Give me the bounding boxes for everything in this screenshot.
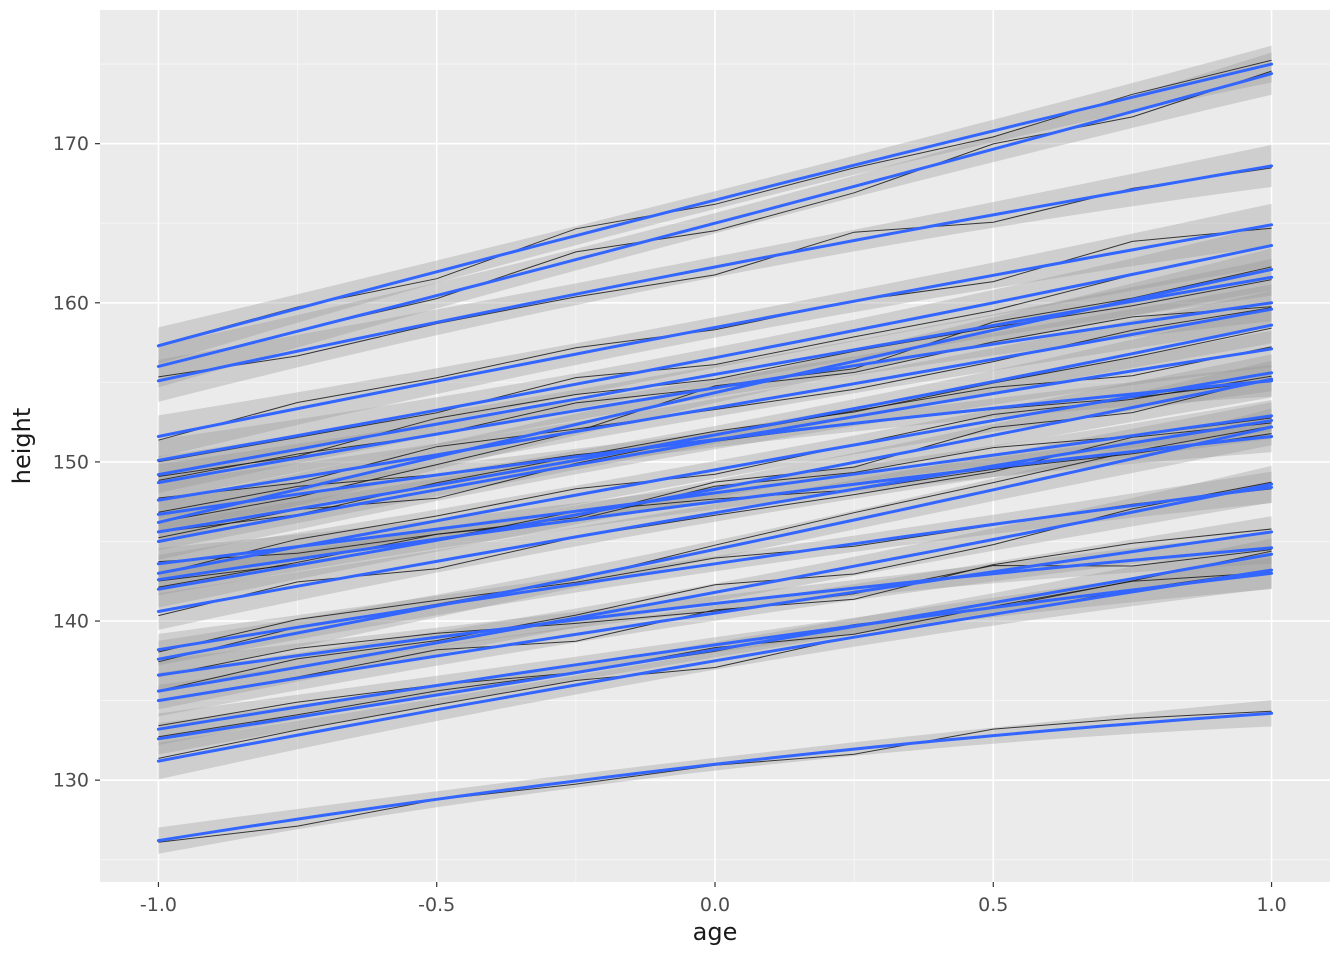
- subject-data-line: [158, 245, 1272, 463]
- subject-smooth-line: [156, 371, 1274, 575]
- subject-smooth-line: [156, 164, 1274, 383]
- se-ribbon: [158, 402, 1272, 630]
- subject-data-line: [158, 266, 1272, 523]
- x-tick-label: -0.5: [418, 894, 455, 916]
- se-ribbon: [158, 700, 1272, 854]
- subject-smooth-line: [156, 568, 1274, 763]
- se-ribbon: [158, 144, 1272, 402]
- data-layer: [156, 45, 1274, 854]
- subject-data-line: [158, 571, 1272, 727]
- se-ribbon: [158, 290, 1272, 519]
- x-tick-label: 1.0: [1256, 894, 1286, 916]
- y-tick-label: 160: [53, 292, 89, 314]
- se-ribbon: [158, 45, 1272, 365]
- axes: 130 140 150 160 170 -1.0 -0.5 0.0 0.5 1.0 age heigh…: [8, 133, 1287, 946]
- subject-data-line: [158, 528, 1272, 701]
- subject-data-line: [158, 227, 1272, 441]
- y-tick-label: 130: [53, 770, 89, 792]
- subject-smooth-line: [156, 72, 1274, 368]
- x-axis-title: age: [693, 918, 738, 946]
- subject-smooth-line: [156, 323, 1274, 534]
- y-tick-label: 150: [53, 451, 89, 473]
- subject-data-line: [158, 279, 1272, 477]
- se-ribbon: [158, 330, 1272, 560]
- x-tick-label: 0.5: [978, 894, 1008, 916]
- subject-smooth-line: [156, 552, 1274, 741]
- se-ribbon: [158, 224, 1272, 482]
- smooth-lines: [156, 62, 1274, 843]
- subject-smooth-line: [156, 546, 1274, 677]
- se-ribbon: [158, 52, 1272, 388]
- se-ribbon: [158, 203, 1272, 458]
- y-tick-label: 170: [53, 133, 89, 155]
- se-ribbon: [158, 354, 1272, 592]
- se-ribbon: [158, 516, 1272, 717]
- subject-smooth-line: [156, 711, 1274, 843]
- y-tick-label: 140: [53, 611, 89, 633]
- subject-smooth-line: [156, 530, 1274, 703]
- subject-smooth-line: [156, 379, 1274, 516]
- subject-smooth-line: [156, 62, 1274, 348]
- subject-data-line: [158, 327, 1272, 533]
- subject-smooth-line: [156, 307, 1274, 502]
- x-tick-label: -1.0: [140, 894, 177, 916]
- y-axis-title: height: [8, 408, 36, 485]
- se-ribbon: [158, 471, 1272, 666]
- subject-smooth-line: [156, 571, 1274, 731]
- se-ribbon: [158, 465, 1272, 710]
- se-ribbon: [158, 420, 1272, 596]
- se-ribbon: [158, 365, 1272, 531]
- subject-smooth-line: [156, 223, 1274, 438]
- subject-smooth-line: [156, 425, 1274, 661]
- se-ribbon: [158, 360, 1272, 608]
- subject-smooth-line: [156, 482, 1274, 693]
- subject-data-line: [158, 417, 1272, 563]
- subject-smooth-line: [156, 275, 1274, 477]
- subject-smooth-line: [156, 301, 1274, 485]
- se-ribbon: [158, 408, 1272, 678]
- se-ribbon: [158, 538, 1272, 755]
- subject-smooth-line: [156, 419, 1274, 613]
- subject-smooth-line: [156, 485, 1274, 652]
- x-tick-label: 0.0: [700, 894, 730, 916]
- subject-smooth-line: [156, 377, 1274, 591]
- subject-smooth-line: [156, 244, 1274, 462]
- subject-smooth-line: [156, 435, 1274, 582]
- subject-smooth-line: [156, 414, 1274, 566]
